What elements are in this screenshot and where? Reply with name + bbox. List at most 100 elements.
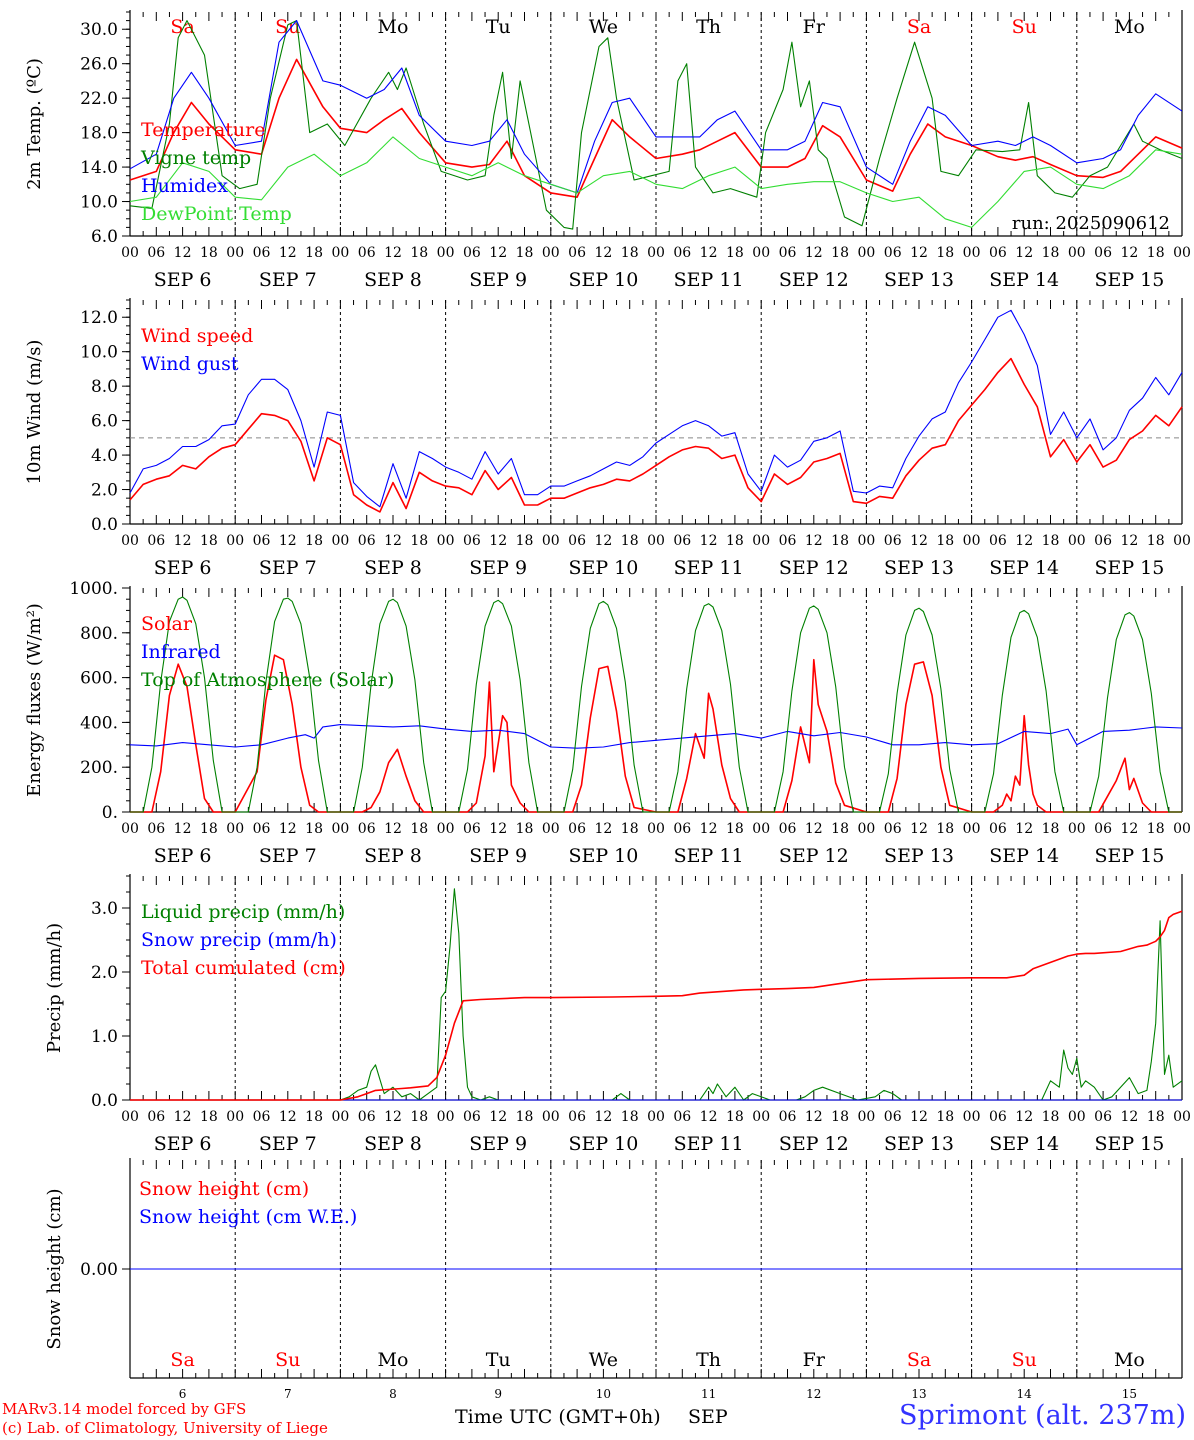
- hour-tick-label: 18: [516, 821, 534, 837]
- y-axis-title: 2m Temp. (ºC): [24, 58, 45, 190]
- date-label: SEP 12: [779, 1133, 849, 1155]
- hour-tick-label: 06: [779, 533, 797, 549]
- y-axis-title: 10m Wind (m/s): [24, 340, 45, 485]
- y-tick-label: 800.: [80, 624, 118, 644]
- hour-tick-label: 12: [489, 821, 507, 837]
- y-tick-label: 200.: [80, 758, 118, 778]
- day-name-label: Sa: [907, 16, 931, 38]
- hour-tick-label: 12: [489, 533, 507, 549]
- hour-tick-label: 00: [1173, 533, 1191, 549]
- hour-tick-label: 00: [331, 245, 349, 261]
- hour-tick-label: 18: [305, 1109, 323, 1125]
- day-name-label: Mo: [1114, 16, 1145, 38]
- day-name-label: We: [589, 16, 618, 38]
- hour-tick-label: 12: [805, 245, 823, 261]
- y-tick-label: 14.0: [80, 158, 118, 178]
- hour-tick-label: 06: [673, 1109, 691, 1125]
- y-tick-label: 8.0: [91, 377, 118, 397]
- hour-tick-label: 06: [253, 245, 271, 261]
- hour-tick-label: 00: [647, 1109, 665, 1125]
- day-name-label: Su: [1012, 16, 1037, 38]
- hour-tick-label: 00: [1068, 533, 1086, 549]
- day-name-label: Fr: [803, 16, 826, 38]
- day-name-label: Th: [696, 16, 721, 38]
- hour-tick-label: 12: [594, 533, 612, 549]
- hour-tick-label: 18: [831, 533, 849, 549]
- hour-tick-label: 00: [226, 821, 244, 837]
- date-label: SEP 7: [259, 557, 317, 579]
- hour-tick-label: 12: [174, 821, 192, 837]
- hour-tick-label: 06: [253, 533, 271, 549]
- day-name-label: Sa: [907, 1349, 931, 1371]
- legend-entry: Snow height (cm W.E.): [139, 1206, 357, 1228]
- hour-tick-label: 12: [174, 1109, 192, 1125]
- legend-entry: Vigne temp: [140, 147, 251, 169]
- x-axis-month: SEP: [688, 1406, 728, 1428]
- legend-entry: Temperature: [141, 119, 265, 141]
- x-axis-label: Time UTC (GMT+0h): [455, 1406, 661, 1428]
- hour-tick-label: 12: [910, 533, 928, 549]
- date-label: SEP 9: [469, 845, 527, 867]
- hour-tick-label: 00: [857, 533, 875, 549]
- hour-tick-label: 12: [805, 533, 823, 549]
- hour-tick-label: 12: [700, 1109, 718, 1125]
- date-label: SEP 9: [469, 1133, 527, 1155]
- hour-tick-label: 06: [147, 245, 165, 261]
- hour-tick-label: 00: [226, 1109, 244, 1125]
- panel-5: 0.00 Snow height (cm) Sa Su Mo Tu We Th Fr Sa Su Mo…: [44, 1158, 1183, 1401]
- hour-tick-label: 00: [542, 821, 560, 837]
- day-name-label: Su: [275, 1349, 300, 1371]
- y-tick-label: 2.0: [91, 481, 118, 501]
- hour-tick-label: 12: [1120, 821, 1138, 837]
- series-line-solar: [130, 654, 1182, 813]
- hour-tick-label: 18: [1042, 1109, 1060, 1125]
- day-name-label: Fr: [803, 1349, 826, 1371]
- hour-tick-label: 18: [1147, 1109, 1165, 1125]
- hour-tick-label: 12: [384, 821, 402, 837]
- day-name-label: Sa: [170, 16, 194, 38]
- hour-tick-label: 12: [384, 1109, 402, 1125]
- hour-tick-label: 06: [358, 245, 376, 261]
- y-tick-label: 3.0: [91, 899, 118, 919]
- hour-tick-label: 06: [568, 821, 586, 837]
- hour-tick-label: 06: [1094, 245, 1112, 261]
- date-label: SEP 13: [884, 845, 954, 867]
- hour-tick-label: 18: [1042, 245, 1060, 261]
- day-name-label: Sa: [170, 1349, 194, 1371]
- y-tick-label: 26.0: [80, 55, 118, 75]
- hour-tick-label: 18: [936, 245, 954, 261]
- date-label: SEP 6: [154, 1133, 212, 1155]
- y-axis-title: Snow height (cm): [44, 1188, 65, 1349]
- hour-tick-label: 06: [463, 245, 481, 261]
- hour-tick-label: 06: [147, 1109, 165, 1125]
- day-number-label: 7: [284, 1387, 292, 1401]
- date-label: SEP 15: [1094, 269, 1164, 291]
- hour-tick-label: 18: [726, 533, 744, 549]
- y-tick-label: 600.: [80, 669, 118, 689]
- y-axis-title: Energy fluxes (W/m²): [24, 603, 45, 797]
- hour-tick-label: 00: [121, 821, 139, 837]
- hour-tick-label: 18: [410, 1109, 428, 1125]
- hour-tick-label: 00: [963, 821, 981, 837]
- hour-tick-label: 18: [621, 821, 639, 837]
- credit-model: MARv3.14 model forced by GFS: [2, 1400, 247, 1418]
- date-label: SEP 10: [568, 557, 638, 579]
- hour-tick-label: 06: [463, 821, 481, 837]
- hour-tick-label: 00: [752, 1109, 770, 1125]
- hour-tick-label: 12: [805, 1109, 823, 1125]
- y-tick-label: 0.: [102, 803, 118, 823]
- y-tick-label: 18.0: [80, 124, 118, 144]
- hour-tick-label: 12: [384, 245, 402, 261]
- hour-tick-label: 12: [910, 245, 928, 261]
- hour-tick-label: 06: [779, 821, 797, 837]
- hour-tick-label: 00: [542, 245, 560, 261]
- hour-tick-label: 12: [805, 821, 823, 837]
- day-name-label: Mo: [378, 16, 409, 38]
- y-tick-label: 1000.: [69, 579, 118, 599]
- station-name: Sprimont (alt. 237m): [899, 1400, 1186, 1431]
- hour-tick-label: 06: [673, 533, 691, 549]
- date-label: SEP 15: [1094, 845, 1164, 867]
- series-line-wind-gust: [129, 309, 1183, 508]
- legend-entry: Infrared: [141, 641, 221, 663]
- hour-tick-label: 00: [857, 245, 875, 261]
